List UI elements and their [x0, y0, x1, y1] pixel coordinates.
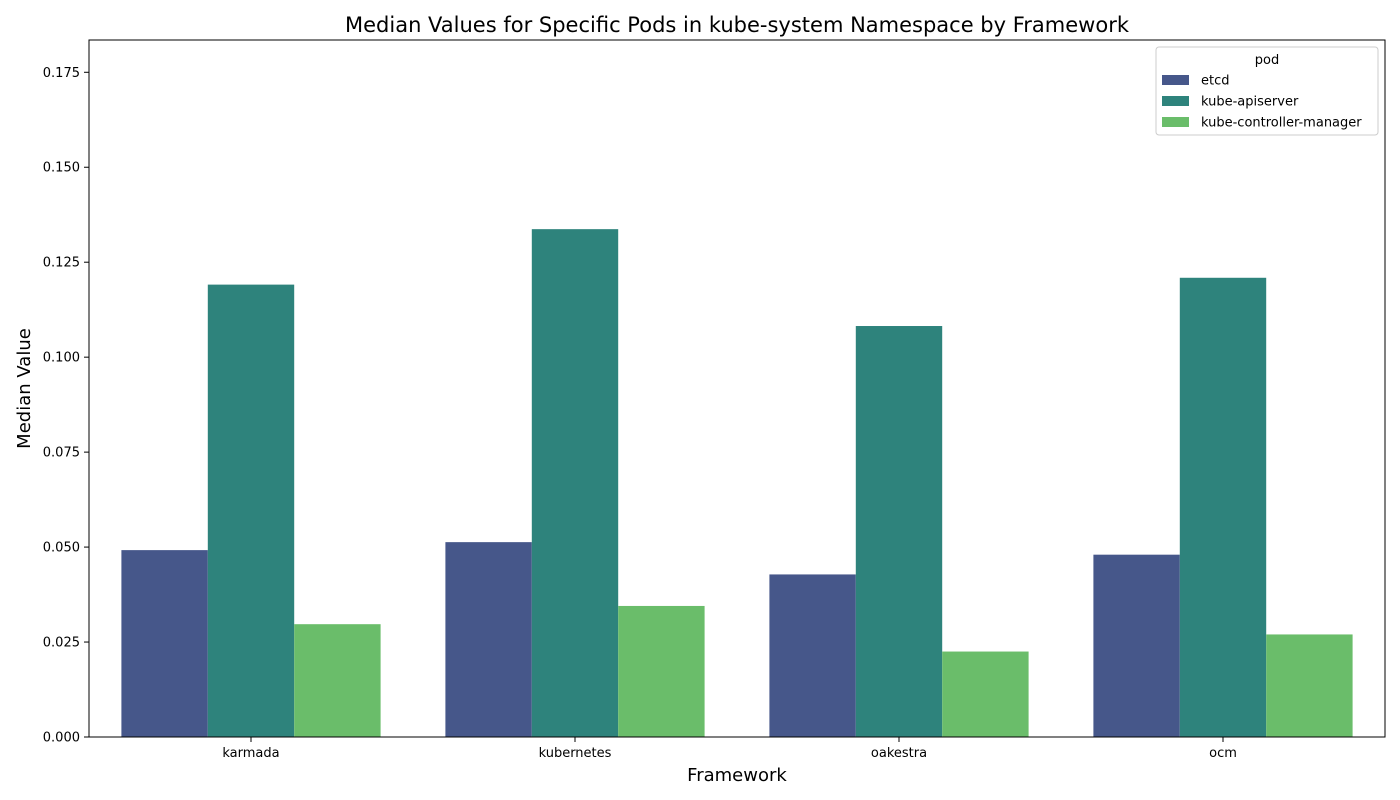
chart-title: Median Values for Specific Pods in kube-… — [345, 13, 1130, 37]
legend-box — [1155, 46, 1379, 136]
y-tick-label: 0.150 — [43, 161, 80, 176]
legend-entry-kube-controller-manager: kube-controller-manager — [1201, 116, 1362, 131]
bar-etcd-oakestra — [769, 574, 856, 737]
bar-kube-apiserver-oakestra — [855, 326, 943, 737]
legend-swatch-kube-controller-manager — [1162, 117, 1189, 127]
x-tick-label: karmada — [222, 746, 279, 761]
legend: pod etcd kube-apiserver kube-controller-man… — [1155, 46, 1379, 136]
legend-entry-kube-apiserver: kube-apiserver — [1201, 95, 1299, 110]
bar-kube-apiserver-kubernetes — [531, 229, 619, 738]
bar-kube-controller-manager-oakestra — [942, 651, 1029, 737]
y-tick-label: 0.000 — [43, 731, 80, 746]
bar-kube-apiserver-karmada — [207, 284, 295, 737]
y-tick-label: 0.125 — [43, 256, 80, 271]
x-tick-label: ocm — [1209, 746, 1237, 761]
bar-kube-controller-manager-kubernetes — [618, 605, 705, 737]
bar-kube-apiserver-ocm — [1179, 277, 1267, 737]
y-tick-label: 0.175 — [43, 66, 80, 81]
x-tick-label: kubernetes — [539, 746, 612, 761]
legend-title: pod — [1255, 53, 1279, 68]
bar-kube-controller-manager-karmada — [294, 624, 381, 737]
plot-frame — [88, 39, 1386, 738]
y-tick-label: 0.025 — [43, 636, 80, 651]
bar-etcd-ocm — [1093, 554, 1180, 737]
y-tick-label: 0.075 — [43, 446, 80, 461]
bar-etcd-kubernetes — [445, 542, 532, 737]
y-tick-label: 0.050 — [43, 541, 80, 556]
axes-group: 0.000 0.025 0.050 0.075 0.100 0.125 0.150 0.175… — [43, 39, 1386, 761]
y-axis-label: Median Value — [14, 328, 35, 449]
bar-etcd-karmada — [121, 550, 208, 737]
bars-group — [121, 229, 1353, 738]
bar-kube-controller-manager-ocm — [1266, 634, 1353, 737]
legend-swatch-kube-apiserver — [1162, 96, 1189, 106]
x-axis-label: Framework — [687, 765, 787, 786]
y-tick-label: 0.100 — [43, 351, 80, 366]
legend-swatch-etcd — [1162, 75, 1189, 85]
legend-entry-etcd: etcd — [1201, 74, 1230, 89]
x-tick-label: oakestra — [871, 746, 927, 761]
